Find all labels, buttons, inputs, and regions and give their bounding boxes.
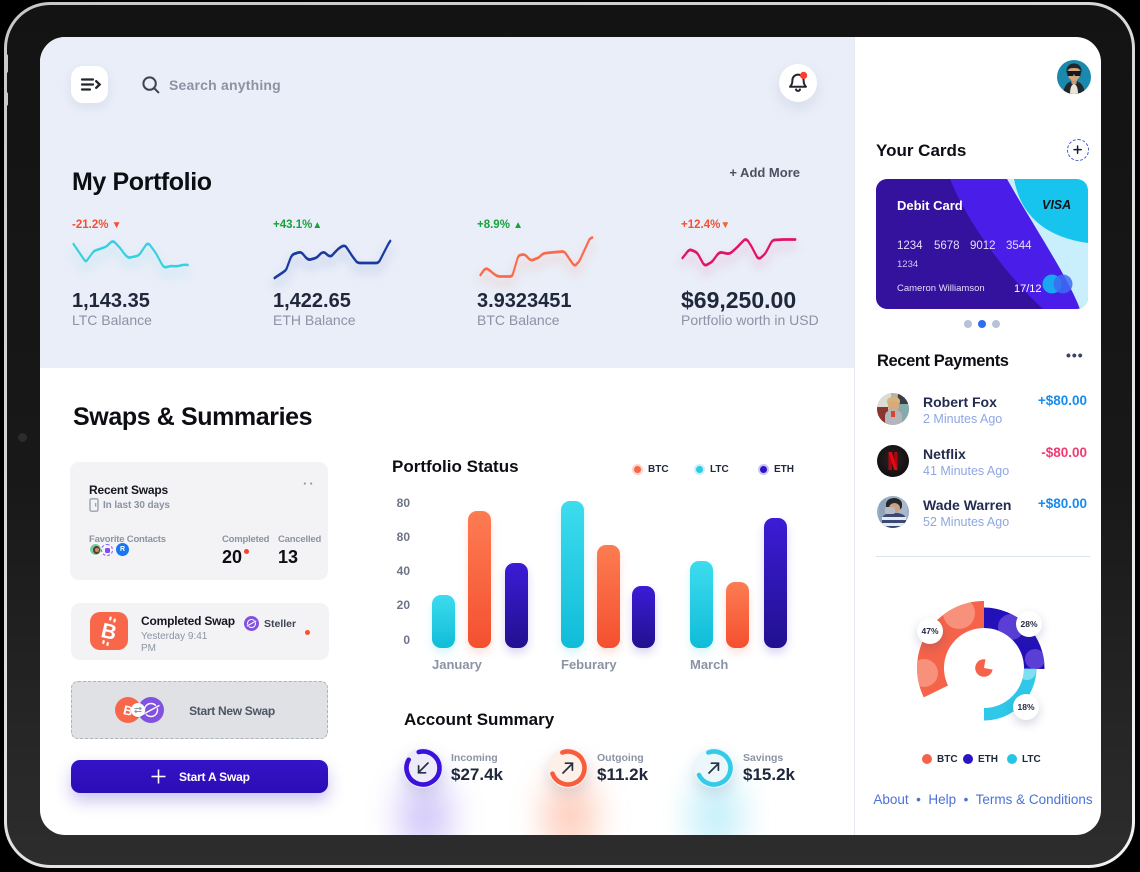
svg-text:17/12: 17/12 xyxy=(1014,283,1042,295)
svg-text:1234: 1234 xyxy=(897,259,918,270)
svg-text:Cameron Williamson: Cameron Williamson xyxy=(897,283,985,294)
svg-text:5678: 5678 xyxy=(934,240,960,252)
svg-text:9012: 9012 xyxy=(970,240,996,252)
svg-text:3544: 3544 xyxy=(1006,240,1032,252)
svg-text:Debit Card: Debit Card xyxy=(897,198,963,213)
svg-text:B: B xyxy=(99,619,119,645)
svg-text:1234: 1234 xyxy=(897,240,923,252)
svg-text:VISA: VISA xyxy=(1042,198,1071,212)
